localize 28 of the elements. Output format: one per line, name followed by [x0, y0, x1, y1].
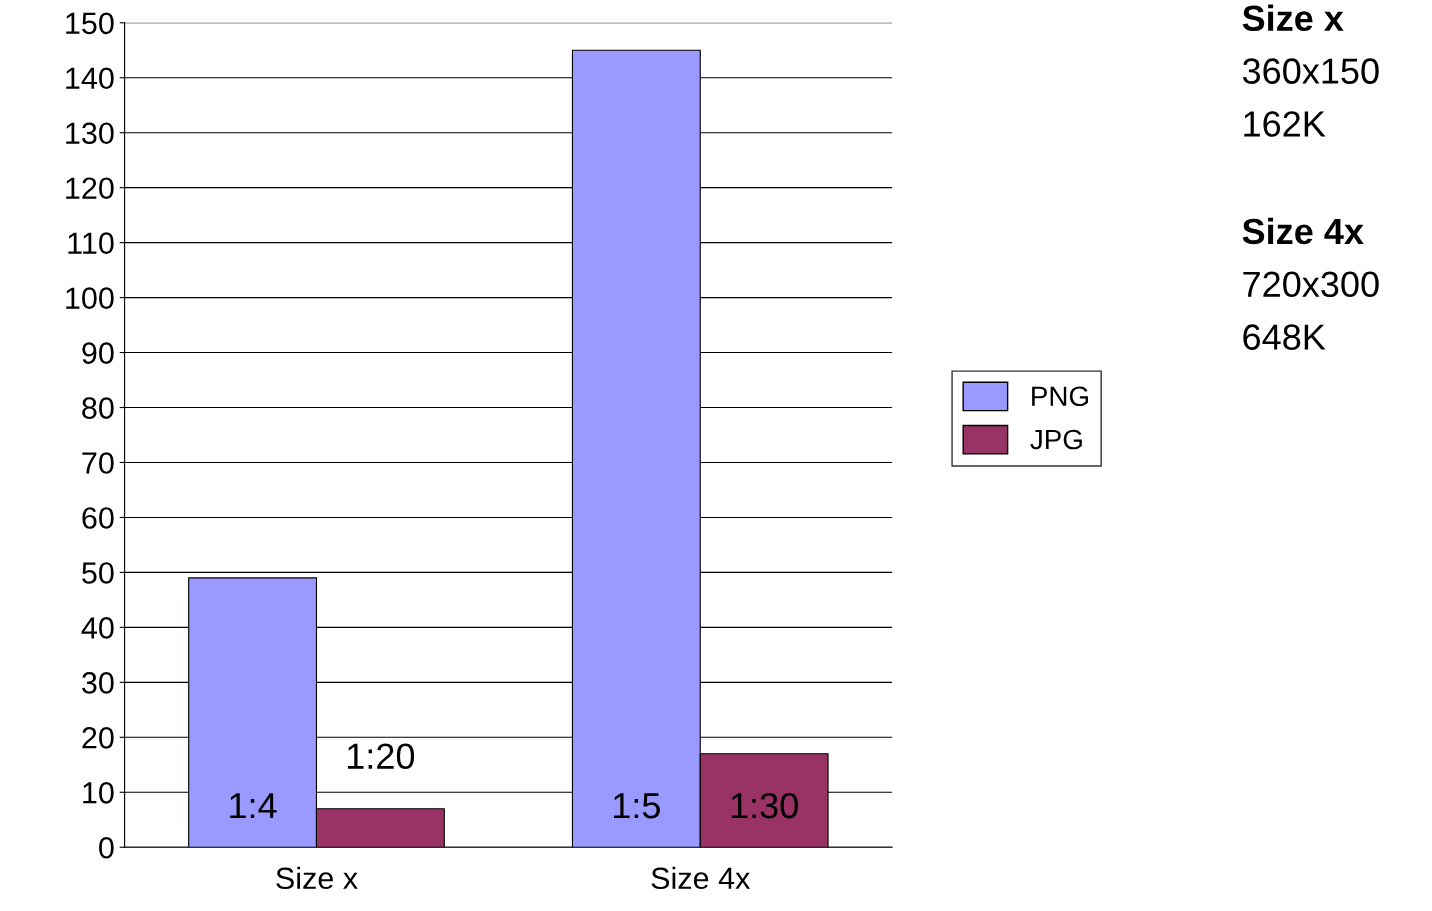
text: 720x300: [1243, 271, 1379, 298]
text: Size x: [1242, 4, 1344, 32]
y-tick-label: 140: [66, 67, 114, 90]
y-tick-label: 150: [66, 12, 114, 35]
text: 360x150: [1242, 58, 1379, 84]
y-tick-label: 60: [82, 507, 114, 529]
text: 648K: [1243, 324, 1326, 350]
legend-label: PNG: [1032, 386, 1088, 407]
y-tick-label: 70: [82, 452, 114, 474]
y-tick-label: 100: [66, 287, 114, 309]
y-tick-label: 120: [66, 177, 114, 200]
y-tick-label: 80: [82, 397, 114, 419]
legend-label: JPG: [1030, 429, 1082, 450]
y-tick-label: 20: [82, 727, 114, 749]
y-tick-label: 0: [99, 836, 114, 859]
annotation: 1:20: [347, 743, 415, 769]
y-tick-label: 90: [82, 342, 114, 364]
text: 162K: [1244, 111, 1326, 137]
y-tick-label: 40: [81, 617, 114, 639]
y-tick-label: 30: [82, 672, 114, 694]
y-tick-label: 50: [82, 562, 114, 584]
y-tick-label: 110: [68, 232, 114, 254]
annotation: 1:5: [614, 793, 660, 819]
y-tick-label: 10: [83, 782, 114, 804]
annotation: 1:30: [731, 792, 798, 819]
text: Size 4x: [1242, 217, 1364, 245]
y-tick-label: 130: [66, 122, 114, 145]
annotation: 1:4: [230, 793, 277, 819]
